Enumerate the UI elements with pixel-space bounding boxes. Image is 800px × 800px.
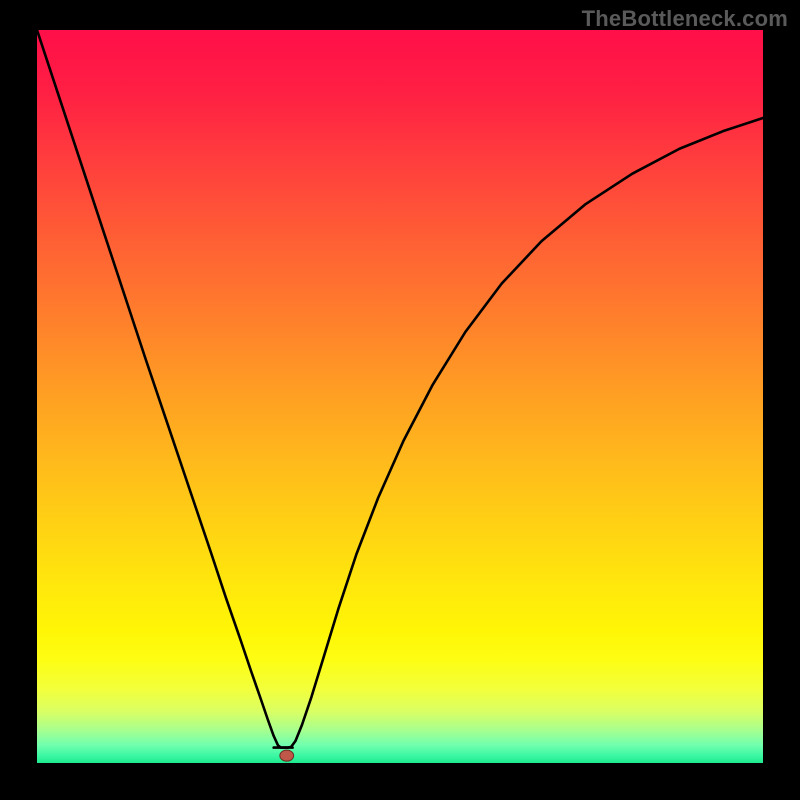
stage: TheBottleneck.com <box>0 0 800 800</box>
watermark-text: TheBottleneck.com <box>582 6 788 32</box>
plot-background <box>37 30 763 763</box>
chart-svg <box>37 30 763 763</box>
plot-area <box>37 30 763 763</box>
optimum-marker <box>280 750 294 761</box>
